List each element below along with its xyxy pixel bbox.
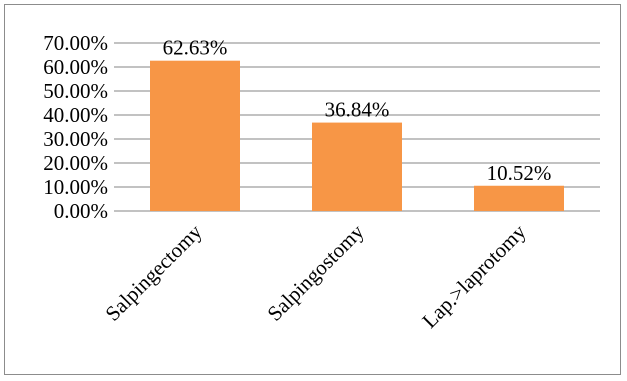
y-tick-label: 70.00%: [43, 31, 108, 55]
x-axis-category-labels: Salpingectomy Salpingostomy Lap.>laprotomy: [100, 219, 530, 333]
y-tick-label: 10.00%: [43, 175, 108, 199]
y-tick-label: 0.00%: [54, 199, 108, 223]
data-labels: 62.63% 36.84% 10.52%: [163, 36, 552, 185]
data-label: 36.84%: [325, 98, 390, 122]
y-axis-tick-labels: 0.00%10.00%20.00%30.00%40.00%50.00%60.00…: [43, 31, 108, 223]
data-label: 62.63%: [163, 36, 228, 60]
y-tick-label: 30.00%: [43, 127, 108, 151]
bars: [150, 60, 564, 211]
y-tick-label: 60.00%: [43, 55, 108, 79]
y-tick-label: 50.00%: [43, 79, 108, 103]
data-label: 10.52%: [487, 161, 552, 185]
y-tick-label: 20.00%: [43, 151, 108, 175]
x-category-label: Salpingectomy: [100, 219, 206, 325]
x-category-label: Lap.>laprotomy: [417, 219, 531, 333]
bar-lap-laprotomy: [474, 185, 564, 211]
x-category-label: Salpingostomy: [262, 219, 368, 325]
bar-salpingectomy: [150, 60, 240, 211]
y-tick-label: 40.00%: [43, 103, 108, 127]
bar-salpingostomy: [312, 122, 402, 211]
